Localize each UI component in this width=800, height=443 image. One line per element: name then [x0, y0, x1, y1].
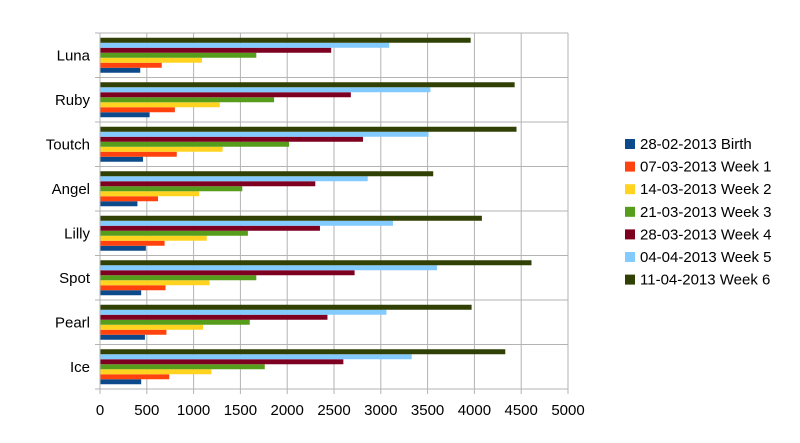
x-tick-label: 0 — [96, 402, 104, 419]
bar — [100, 201, 138, 207]
bar — [100, 379, 142, 385]
y-category-label: Ruby — [55, 92, 91, 109]
bar — [100, 82, 515, 88]
x-tick-label: 5000 — [551, 402, 584, 419]
bar — [100, 52, 257, 58]
y-category-label: Pearl — [55, 314, 90, 331]
x-tick-label: 2500 — [317, 402, 350, 419]
x-tick-label: 3000 — [364, 402, 397, 419]
x-tick-label: 1500 — [224, 402, 257, 419]
bar — [100, 235, 207, 241]
x-tick-label: 3500 — [411, 402, 444, 419]
legend-swatch — [625, 252, 635, 262]
y-category-label: Spot — [59, 270, 91, 287]
legend-swatch — [625, 139, 635, 149]
bar — [100, 126, 517, 132]
legend: 28-02-2013 Birth 07-03-2013 Week 1 14-03-2… — [625, 136, 771, 289]
bar — [100, 275, 257, 281]
bar — [100, 196, 159, 202]
bar — [100, 260, 532, 266]
bar — [100, 280, 210, 286]
legend-label: 21-03-2013 Week 3 — [640, 204, 771, 221]
x-tick-label: 1000 — [177, 402, 210, 419]
bar — [100, 354, 412, 360]
bar — [100, 141, 290, 147]
bar — [100, 37, 471, 43]
y-category-label: Toutch — [46, 136, 90, 153]
bar — [100, 215, 482, 221]
bar — [100, 67, 141, 73]
legend-label: 04-04-2013 Week 5 — [640, 249, 771, 266]
bar — [100, 92, 351, 98]
bar — [100, 112, 150, 118]
bar — [100, 146, 223, 152]
legend-label: 07-03-2013 Week 1 — [640, 159, 771, 176]
bar — [100, 107, 175, 113]
y-category-label: Angel — [52, 181, 90, 198]
bar — [100, 369, 212, 375]
legend-swatch — [625, 229, 635, 240]
bar — [100, 156, 144, 162]
bar — [100, 324, 203, 330]
bar — [100, 319, 250, 325]
bar — [100, 171, 434, 177]
legend-label: 11-04-2013 Week 6 — [640, 272, 770, 289]
bar — [100, 304, 472, 310]
bar — [100, 225, 320, 231]
legend-label: 14-03-2013 Week 2 — [640, 181, 771, 198]
bar — [100, 57, 203, 63]
bar — [100, 220, 393, 226]
legend-swatch — [625, 206, 635, 217]
x-tick-label: 500 — [134, 402, 159, 419]
bar — [100, 374, 170, 380]
bar — [100, 349, 506, 355]
bar — [100, 364, 265, 370]
bar — [100, 230, 248, 236]
bar — [100, 314, 328, 320]
x-tick-label: 4000 — [458, 402, 491, 419]
bar — [100, 285, 166, 291]
x-tick-label: 2000 — [271, 402, 304, 419]
bar — [100, 265, 437, 271]
bar — [100, 290, 142, 296]
bar — [100, 181, 316, 187]
bar — [100, 151, 177, 157]
bar — [100, 102, 220, 108]
bar — [100, 131, 429, 137]
legend-swatch — [625, 161, 635, 172]
axis-labels: 0 500 1000 1500 2000 2500 3000 3500 4000 4500 5000… — [46, 47, 585, 419]
bar — [100, 97, 275, 103]
y-category-label: Luna — [57, 47, 91, 64]
legend-label: 28-03-2013 Week 4 — [640, 226, 771, 243]
legend-swatch — [625, 274, 635, 285]
bar — [100, 309, 387, 315]
bar — [100, 186, 243, 192]
bar — [100, 176, 368, 182]
bar — [100, 136, 364, 142]
bar — [100, 270, 355, 276]
bar — [100, 42, 390, 48]
bar — [100, 191, 200, 197]
bar — [100, 359, 344, 365]
bar — [100, 47, 332, 53]
x-tick-label: 4500 — [505, 402, 538, 419]
legend-label: 28-02-2013 Birth — [640, 136, 752, 153]
bar — [100, 334, 145, 340]
bar — [100, 329, 167, 335]
y-category-label: Ice — [70, 359, 90, 376]
legend-swatch — [625, 184, 635, 195]
bar — [100, 245, 146, 251]
bar — [100, 62, 162, 68]
y-category-label: Lilly — [64, 225, 90, 242]
bar — [100, 87, 431, 93]
bar — [100, 240, 165, 246]
bars-group — [100, 37, 532, 385]
